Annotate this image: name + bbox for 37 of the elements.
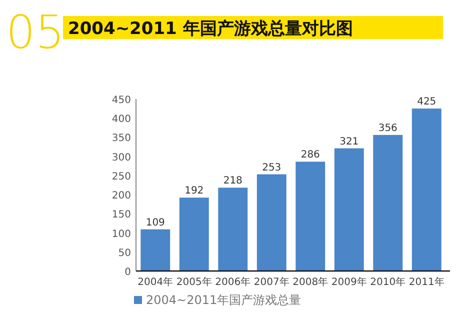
bar [179,198,209,271]
data-label: 109 [146,217,165,228]
y-tick-label: 250 [112,171,131,182]
x-tick-label: 2004年 [138,276,174,288]
y-tick-label: 100 [112,228,131,240]
y-tick-label: 50 [118,248,131,259]
data-label: 321 [340,136,359,148]
bar [334,148,364,271]
y-tick-label: 350 [112,133,131,144]
bar [296,162,326,271]
data-label: 356 [378,122,398,134]
x-tick-label: 2010年 [370,276,406,288]
x-tick-label: 2009年 [331,276,367,288]
bar [412,108,442,271]
y-tick-label: 150 [112,210,131,221]
data-label: 286 [300,150,320,161]
legend-label: 2004~2011年国产游戏总量 [146,293,302,307]
chart-title: 2004~2011 年国产游戏总量对比图 [68,19,353,39]
y-tick-label: 200 [112,190,131,202]
y-tick-label: 400 [112,114,131,126]
x-tick-label: 2008年 [292,276,328,288]
data-label: 218 [223,176,242,187]
x-tick-label: 2006年 [215,276,251,288]
x-tick-label: 2007年 [254,276,290,288]
text: 05 [6,5,65,59]
data-label: 253 [262,162,282,174]
data-label: 425 [417,96,436,108]
data-label: 192 [184,186,204,197]
bar [140,229,170,271]
x-tick-label: 2011年 [408,276,444,288]
bar [373,134,403,271]
x-tick-label: 2005年 [176,276,212,288]
y-tick-label: 450 [112,95,131,106]
y-tick-label: 0 [124,267,131,278]
bar [218,188,248,271]
y-tick-label: 300 [112,152,131,164]
bar [256,174,286,271]
